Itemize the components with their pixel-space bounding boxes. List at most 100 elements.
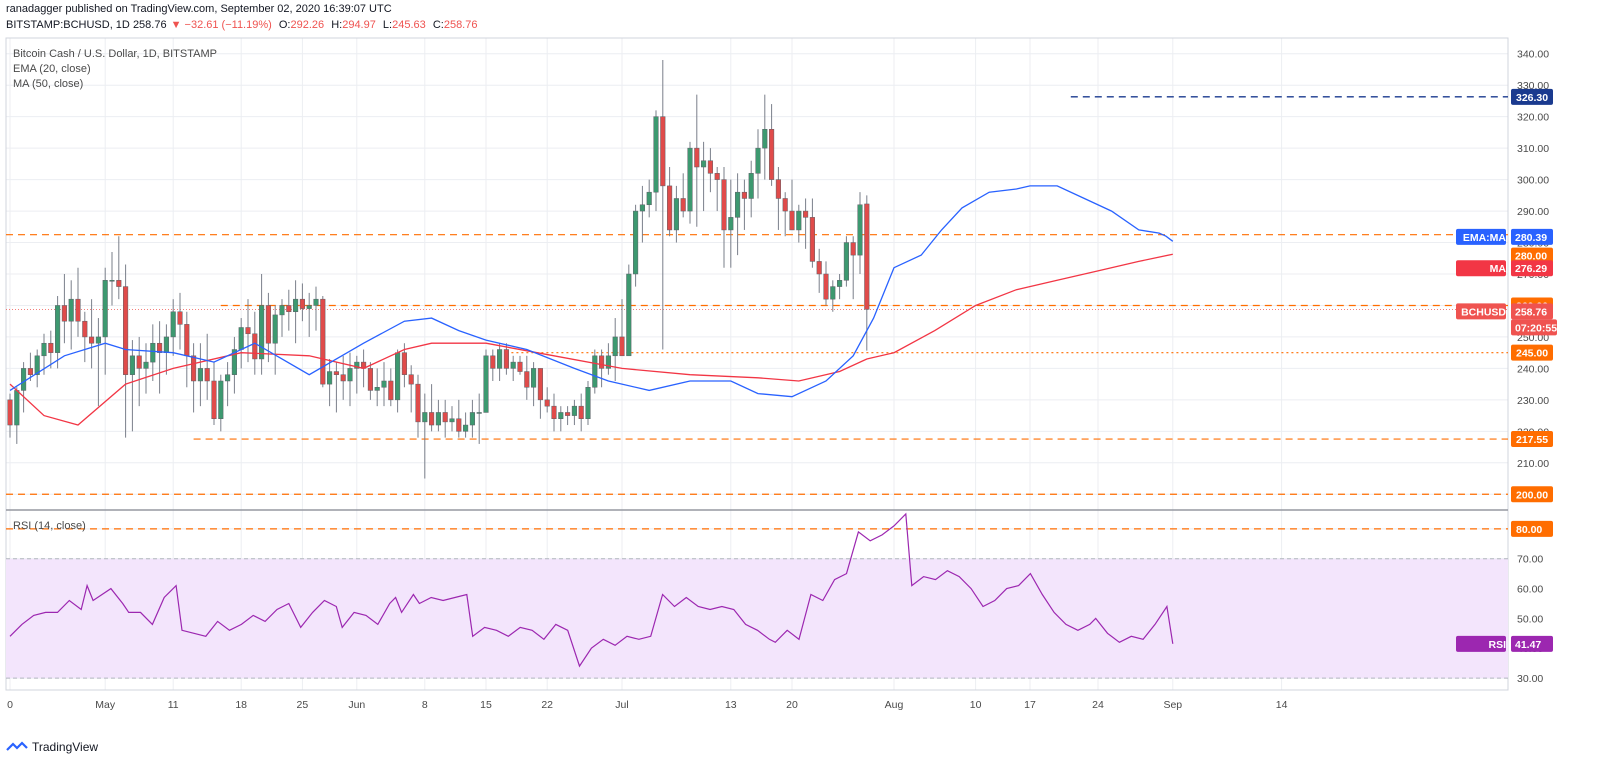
candle-body	[463, 424, 469, 432]
candle-body	[367, 368, 373, 391]
time-tick-label: 8	[422, 699, 428, 711]
candle-body	[136, 355, 142, 369]
time-tick-label: 14	[1276, 699, 1288, 711]
candle	[823, 261, 829, 306]
candle	[204, 333, 210, 400]
price-change: −32.61 (−11.19%)	[184, 19, 272, 31]
high-label: H:	[331, 19, 343, 31]
candle	[463, 412, 469, 438]
candle	[653, 110, 659, 212]
candle-body	[34, 355, 40, 375]
candle-body	[551, 405, 557, 419]
candle	[401, 343, 407, 388]
candle	[170, 299, 176, 356]
open-label: O:	[278, 19, 291, 31]
candle-body	[211, 380, 217, 419]
level-tag-text: 200.00	[1516, 489, 1548, 501]
level-tag: 200.00	[1511, 486, 1553, 503]
candle-body	[537, 368, 543, 401]
candle	[41, 333, 47, 375]
candle	[82, 311, 88, 363]
price-tick-label: 310.00	[1517, 143, 1549, 155]
candle	[748, 160, 754, 218]
time-tick-label: Jul	[615, 699, 628, 711]
candle	[259, 274, 265, 375]
price-tag-bg	[1456, 303, 1506, 320]
candle	[48, 330, 54, 369]
candle	[320, 296, 326, 388]
candle	[694, 94, 700, 227]
candlestick-series	[7, 60, 870, 479]
candle-body	[769, 129, 775, 180]
tradingview-icon	[6, 741, 28, 751]
candle-body	[483, 355, 489, 413]
ma50-line	[9, 253, 1173, 426]
level-tag-bg	[1511, 431, 1553, 448]
candle	[211, 362, 217, 426]
candle	[456, 399, 462, 438]
candle-body	[857, 204, 863, 256]
time-tick-label: 22	[541, 699, 553, 711]
candle-body	[850, 242, 856, 256]
candle	[490, 349, 496, 381]
candle	[735, 173, 741, 256]
candle	[238, 318, 244, 369]
rsi-tick-label: 50.00	[1517, 613, 1543, 625]
candle-body	[401, 352, 407, 375]
candle	[639, 185, 645, 243]
candle-body	[680, 198, 686, 212]
rsi-pane	[6, 512, 1508, 679]
price-tick-label: 320.00	[1517, 112, 1549, 124]
candle-body	[619, 336, 625, 357]
candle-body	[245, 327, 251, 335]
candle	[313, 286, 319, 331]
rsi-tag: RSI	[1456, 635, 1506, 652]
candle	[510, 355, 516, 381]
candle-body	[687, 147, 693, 212]
time-tick-label: 11	[168, 699, 179, 711]
candle	[197, 343, 203, 407]
candle	[61, 274, 67, 344]
high-value: 294.97	[342, 19, 376, 31]
candle	[109, 251, 115, 306]
candle-body	[218, 380, 224, 419]
candle-body	[571, 405, 577, 416]
candle-body	[864, 203, 870, 310]
ma-value-tag-bg	[1511, 260, 1553, 277]
ema-side-tag-bg	[1511, 247, 1553, 264]
candle-body	[728, 217, 734, 231]
plot-border	[5, 37, 1509, 691]
time-tick-label: 13	[725, 699, 737, 711]
candle	[646, 179, 652, 218]
candle-body	[490, 355, 496, 369]
candle	[218, 374, 224, 432]
candle	[55, 296, 61, 369]
candle	[381, 362, 387, 407]
level-tag-text: 245.00	[1516, 348, 1548, 360]
time-axis[interactable]: 0 May 11 18 25 Jun 8 15 22 Jul 13 20 Aug 10 17 24 Sep 14	[7, 699, 1288, 711]
candle-body	[721, 179, 727, 231]
candle	[286, 289, 292, 331]
candle-body	[476, 412, 482, 414]
candle-body	[816, 261, 822, 275]
candle	[565, 406, 571, 426]
candle	[354, 355, 360, 394]
candle	[497, 343, 503, 381]
candle	[762, 94, 768, 180]
candle	[592, 349, 598, 394]
legend-ema: EMA (20, close)	[13, 63, 91, 75]
time-tick-label: 20	[786, 699, 798, 711]
tradingview-logo[interactable]: TradingView	[6, 740, 98, 754]
candle	[177, 292, 183, 350]
candle-body	[347, 368, 353, 382]
countdown-tag-text: 07:20:55	[1515, 322, 1557, 334]
price-tag: BCHUSD	[1456, 303, 1506, 320]
ema-ma-tag: EMA:MA	[1456, 228, 1506, 245]
candle-body	[313, 298, 319, 306]
candle-body	[544, 399, 550, 407]
candle	[551, 393, 557, 432]
candle	[503, 343, 509, 375]
candle	[89, 299, 95, 369]
candle-body	[755, 147, 761, 174]
